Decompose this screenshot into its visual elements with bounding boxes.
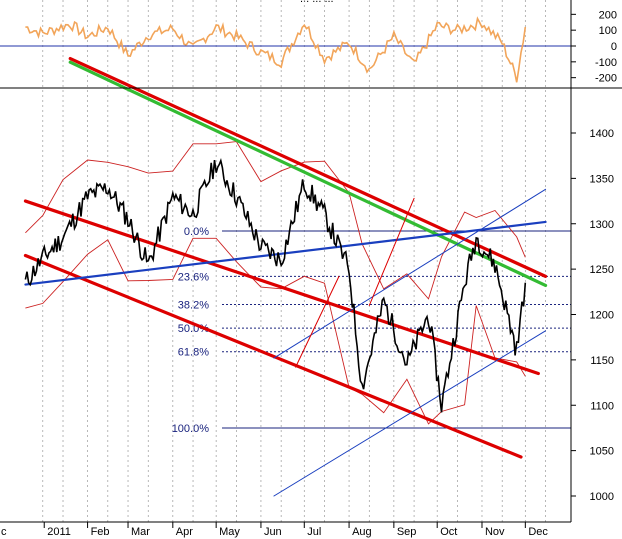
price-line [24, 158, 527, 413]
oscillator-grid [0, 0, 571, 88]
x-tick-label: Oct [440, 526, 457, 538]
price-grid [42, 90, 546, 522]
fib-level-label: 100.0% [172, 423, 210, 435]
x-tick-label: c [1, 526, 7, 538]
fib-level-label: 23.6% [178, 271, 209, 283]
x-tick-label: Mar [131, 526, 150, 538]
fib-level-label: 0.0% [184, 226, 209, 238]
price-y-tick-label: 1350 [590, 173, 614, 185]
osc-y-tick-label: 200 [599, 9, 617, 21]
x-tick-label: Aug [352, 526, 372, 538]
osc-y-tick-label: -200 [595, 73, 617, 85]
x-tick-label: Apr [176, 526, 193, 538]
osc-y-tick-label: 0 [611, 41, 617, 53]
price-y-tick-label: 1100 [590, 400, 614, 412]
trendline [273, 330, 547, 497]
x-tick-label: Jul [307, 526, 321, 538]
x-tick-label: Jun [264, 526, 282, 538]
osc-y-tick-label: -100 [595, 57, 617, 69]
fib-level-label: 61.8% [178, 347, 209, 359]
fib-level-label: 38.2% [178, 300, 209, 312]
oscillator-header: ... ... ... [300, 0, 334, 5]
osc-y-tick-label: 100 [599, 25, 617, 37]
x-tick-label: Nov [485, 526, 505, 538]
price-y-tick-label: 1050 [590, 446, 614, 458]
price-y-tick-label: 1400 [590, 128, 614, 140]
bollinger-lower [25, 237, 526, 425]
x-tick-label: Dec [528, 526, 548, 538]
price-y-tick-label: 1150 [590, 355, 614, 367]
price-y-tick-label: 1250 [590, 264, 614, 276]
trendline [273, 188, 547, 359]
price-y-tick-label: 1000 [590, 491, 614, 503]
fibonacci-levels: 0.0%23.6%38.2%50.0%61.8%100.0% [172, 226, 571, 435]
x-tick-label: 2011 [47, 526, 71, 538]
x-tick-label: Feb [91, 526, 110, 538]
x-tick-label: Sep [397, 526, 417, 538]
price-y-tick-label: 1200 [590, 310, 614, 322]
price-plot [24, 158, 527, 413]
x-tick-label: May [219, 526, 240, 538]
oscillator-line [25, 16, 527, 83]
trendline [68, 60, 548, 288]
trendline [368, 197, 415, 306]
trendline [295, 275, 340, 368]
trendline [23, 253, 523, 459]
trendline [68, 56, 548, 278]
price-y-tick-label: 1300 [590, 219, 614, 231]
oscillator-plot [25, 16, 527, 83]
